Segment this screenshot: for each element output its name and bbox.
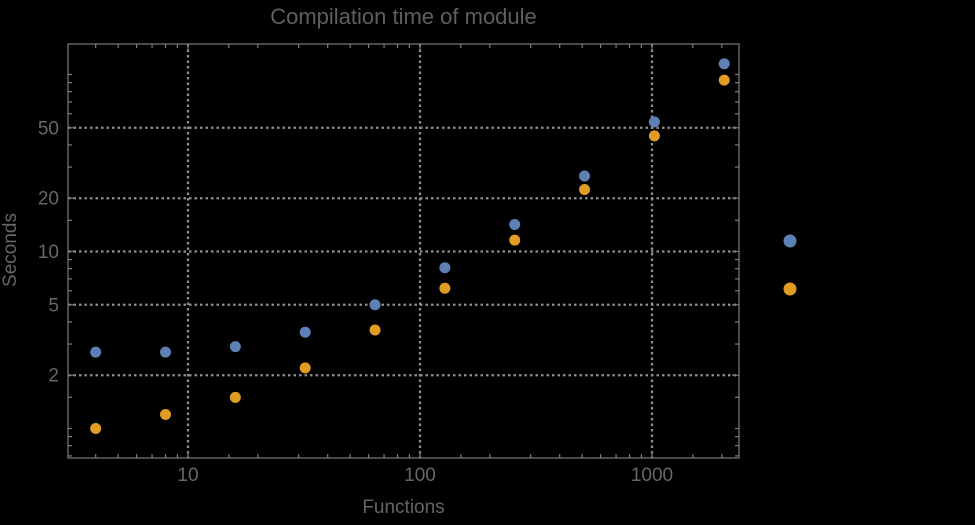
data-point-blue — [579, 170, 591, 182]
data-point-orange — [579, 184, 591, 196]
data-point-orange — [509, 234, 521, 246]
data-point-orange — [648, 130, 660, 142]
y-tick-label: 5 — [48, 295, 59, 316]
y-axis-label: Seconds — [0, 213, 21, 287]
data-point-orange — [439, 282, 451, 294]
x-axis-label: Functions — [362, 497, 445, 518]
y-tick-label: 10 — [38, 242, 59, 263]
data-point-blue — [509, 219, 521, 231]
data-point-orange — [160, 408, 172, 420]
data-point-orange — [229, 391, 241, 403]
data-point-blue — [299, 326, 311, 338]
chart-title: Compilation time of module — [270, 4, 537, 29]
x-tick-label: 100 — [404, 465, 436, 486]
data-point-blue — [648, 116, 660, 128]
data-point-blue — [229, 341, 241, 353]
data-point-orange — [299, 362, 311, 374]
data-point-orange — [718, 74, 730, 86]
data-point-orange — [90, 423, 102, 434]
y-tick-label: 20 — [38, 189, 59, 210]
y-tick-label: 2 — [48, 366, 59, 387]
data-point-blue — [90, 346, 102, 358]
data-point-blue — [439, 262, 451, 274]
legend-marker-blue — [783, 234, 797, 248]
x-tick-label: 1000 — [631, 465, 673, 486]
data-point-orange — [369, 324, 381, 336]
x-tick-label: 10 — [177, 465, 198, 486]
y-tick-label: 50 — [38, 118, 59, 139]
data-point-blue — [369, 299, 381, 311]
data-point-blue — [160, 346, 172, 358]
legend-marker-orange — [783, 282, 797, 296]
data-point-blue — [718, 58, 730, 70]
